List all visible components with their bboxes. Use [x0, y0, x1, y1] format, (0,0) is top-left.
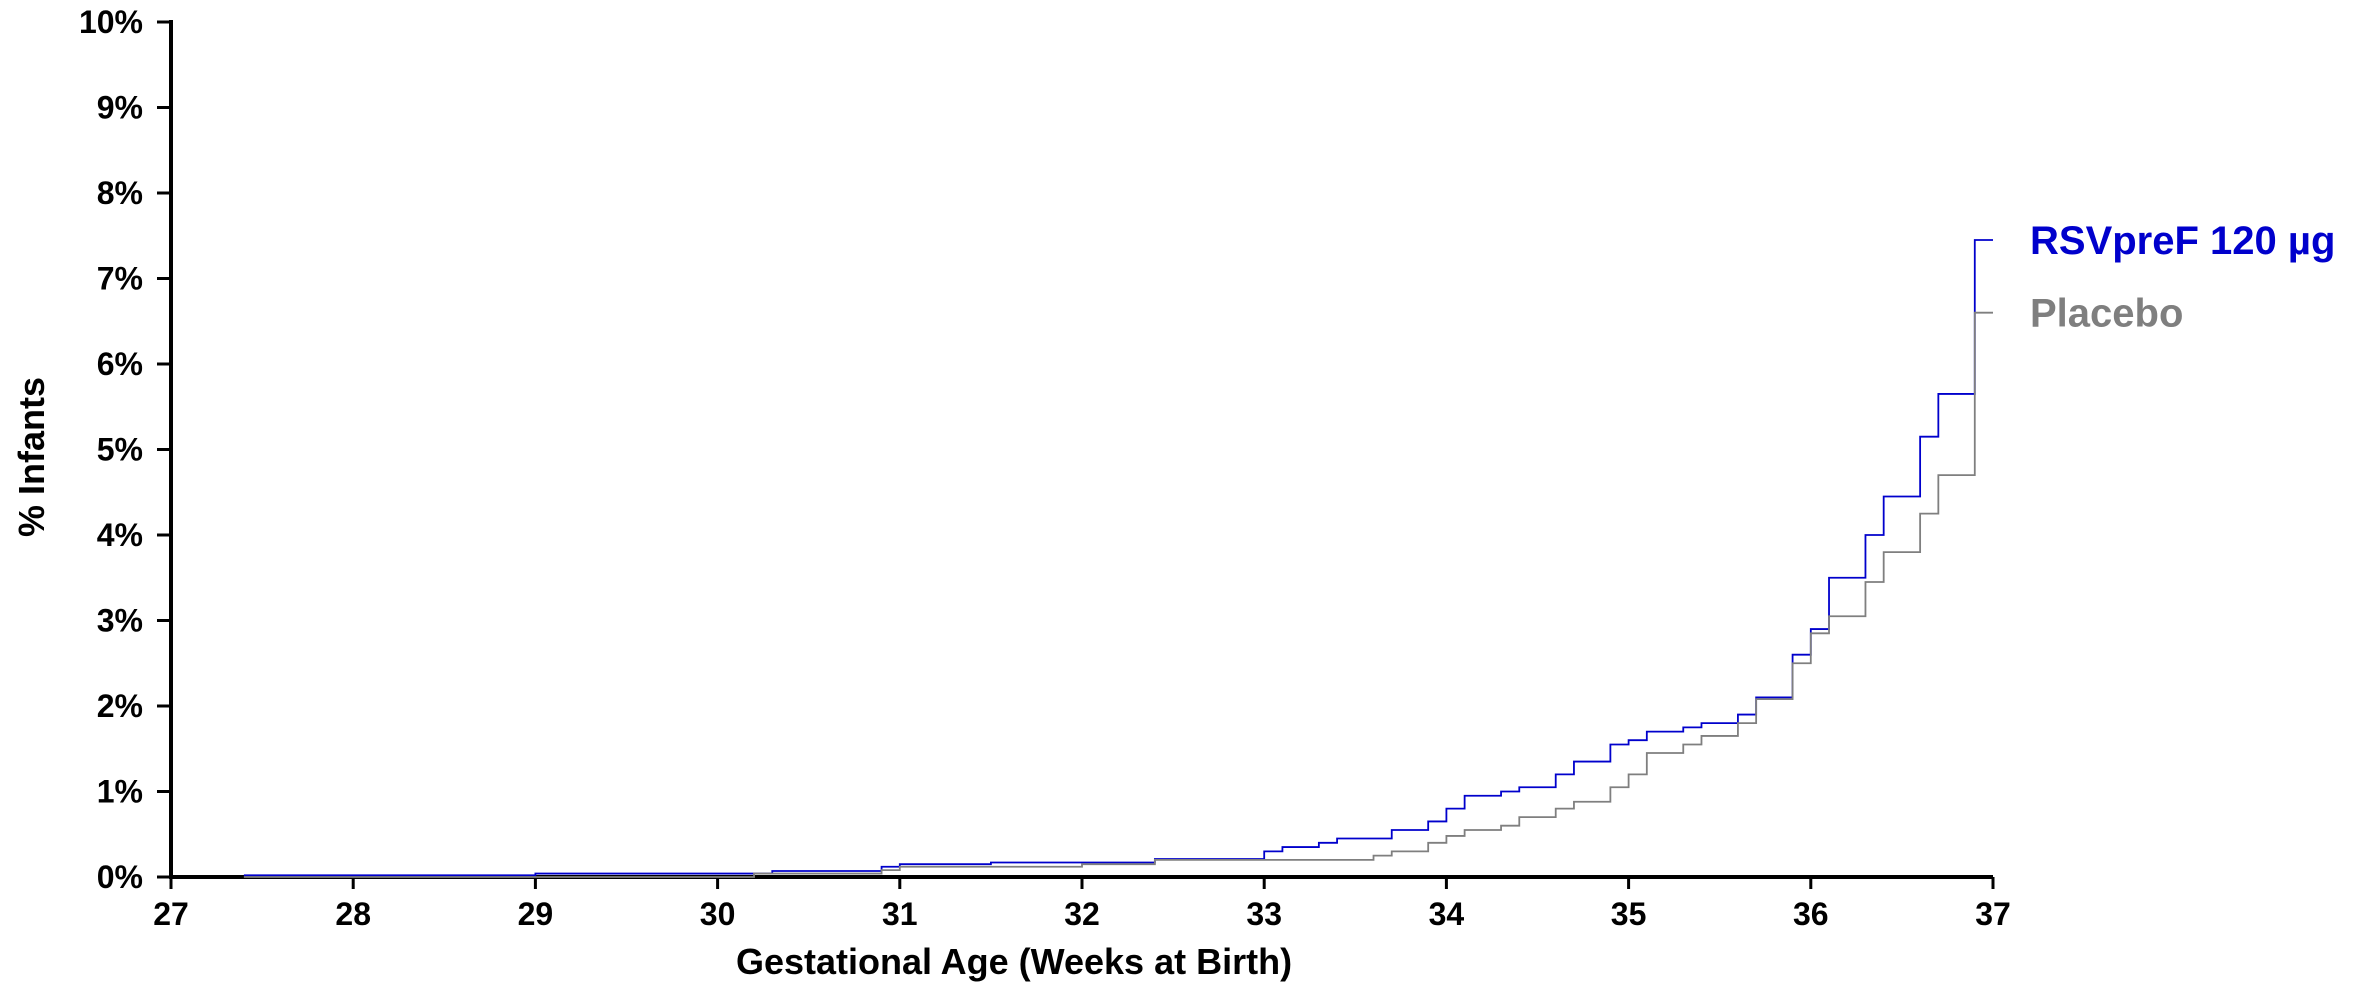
x-tick-label: 27: [153, 896, 189, 932]
x-tick-label: 28: [335, 896, 371, 932]
x-tick-label: 34: [1429, 896, 1465, 932]
y-tick-label: 7%: [97, 261, 143, 297]
y-tick-label: 5%: [97, 432, 143, 468]
x-tick-label: 32: [1064, 896, 1100, 932]
y-tick-label: 3%: [97, 603, 143, 639]
legend-label-placebo: Placebo: [2030, 292, 2183, 336]
y-tick-label: 2%: [97, 688, 143, 724]
y-tick-label: 10%: [79, 4, 143, 40]
y-tick-label: 6%: [97, 346, 143, 382]
legend: RSVpreF 120 µg Placebo: [2030, 219, 2335, 336]
x-tick-label: 36: [1793, 896, 1829, 932]
y-tick-label: 9%: [97, 90, 143, 126]
axes: [169, 20, 1993, 879]
series-line-rsvpref: [243, 239, 1993, 877]
y-tick-label: 4%: [97, 517, 143, 553]
ticks: 27 28 29 30 31 32 33 34 35 36 37 0% 1% 2% 3% 4% 5% 6% 7% 8%…: [79, 4, 2011, 932]
x-tick-label: 35: [1611, 896, 1647, 932]
x-tick-label: 31: [882, 896, 918, 932]
x-tick-label: 30: [700, 896, 736, 932]
y-tick-label: 1%: [97, 774, 143, 810]
x-axis-title: Gestational Age (Weeks at Birth): [736, 941, 1292, 982]
x-tick-label: 33: [1246, 896, 1282, 932]
legend-label-rsvpref: RSVpreF 120 µg: [2030, 219, 2335, 263]
y-tick-label: 8%: [97, 175, 143, 211]
y-axis-title: % Infants: [11, 377, 52, 537]
x-tick-label: 29: [518, 896, 554, 932]
y-tick-label: 0%: [97, 859, 143, 895]
x-tick-label: 37: [1975, 896, 2011, 932]
series-line-placebo: [243, 311, 1993, 878]
series-group: [243, 239, 1993, 878]
